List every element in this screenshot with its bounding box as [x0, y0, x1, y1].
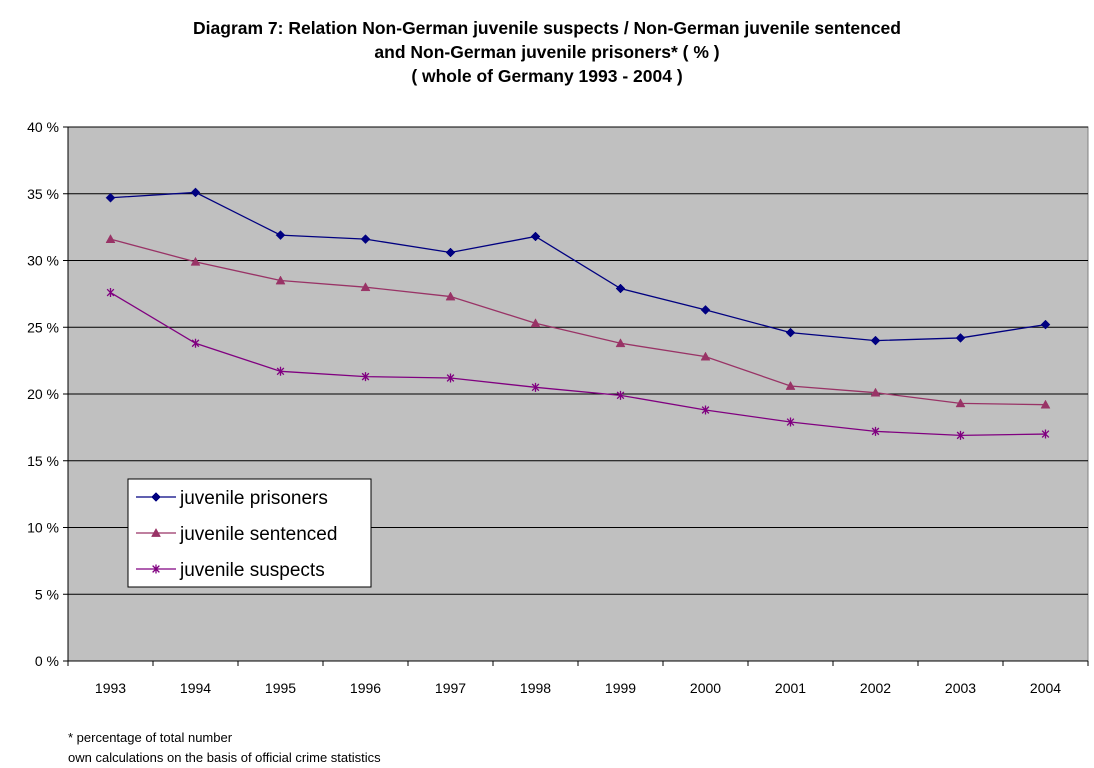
x-tick-label: 1998 [520, 680, 551, 696]
data-point-series-0 [275, 230, 286, 240]
x-tick-label: 1993 [95, 680, 126, 696]
data-point-series-0 [1040, 319, 1051, 330]
data-point-series-2 [106, 288, 115, 298]
chart-title-line-2: and Non-German juvenile prisoners* ( % ) [374, 42, 720, 62]
data-point-series-1 [955, 398, 966, 408]
x-tick-label: 1995 [265, 680, 296, 696]
data-point-series-0 [360, 234, 371, 244]
data-point-series-0 [190, 187, 201, 198]
data-point-series-2 [786, 417, 795, 427]
data-point-series-1 [105, 234, 116, 243]
data-point-series-1 [360, 282, 371, 292]
data-point-series-1 [870, 387, 881, 397]
data-point-series-2 [701, 405, 710, 415]
data-point-series-0 [785, 327, 796, 338]
legend-marker-2 [152, 564, 160, 574]
data-point-series-1 [1040, 399, 1051, 409]
series-line-2 [110, 291, 1046, 437]
data-point-series-0 [105, 192, 116, 203]
data-point-series-2 [616, 390, 625, 400]
x-tick-label: 2002 [860, 680, 891, 696]
y-tick-label: 40 % [27, 119, 59, 135]
y-tick-label: 35 % [27, 186, 59, 202]
y-tick-label: 20 % [27, 386, 59, 402]
x-tick-label: 1997 [435, 680, 466, 696]
chart-title-line-3: ( whole of Germany 1993 - 2004 ) [411, 66, 683, 86]
data-point-series-1 [615, 338, 626, 348]
data-point-series-2 [446, 373, 455, 383]
data-point-series-0 [445, 247, 456, 258]
series-line-1 [110, 238, 1046, 406]
data-point-series-1 [445, 291, 456, 301]
x-tick-label: 1996 [350, 680, 381, 696]
data-point-series-1 [275, 275, 286, 285]
data-point-series-0 [530, 231, 541, 242]
data-point-series-0 [615, 283, 626, 294]
legend-label-0: juvenile prisoners [179, 488, 328, 509]
data-point-series-1 [190, 256, 201, 266]
legend-marker-1 [151, 527, 161, 537]
data-point-series-2 [276, 366, 285, 376]
x-tick-label: 2003 [945, 680, 976, 696]
y-tick-label: 10 % [27, 520, 59, 536]
chart-title: Diagram 7: Relation Non-German juvenile … [0, 16, 1094, 88]
x-tick-label: 2001 [775, 680, 806, 696]
data-point-series-1 [785, 380, 796, 390]
data-point-series-1 [700, 351, 711, 361]
data-point-series-2 [956, 430, 965, 440]
x-tick-label: 2004 [1030, 680, 1061, 696]
y-tick-label: 15 % [27, 453, 59, 469]
x-tick-label: 1999 [605, 680, 636, 696]
x-tick-label: 2000 [690, 680, 721, 696]
data-point-series-2 [1041, 429, 1050, 439]
footnote-percentage: * percentage of total number [68, 730, 233, 745]
chart-title-line-1: Diagram 7: Relation Non-German juvenile … [193, 18, 901, 38]
series-line-0 [110, 191, 1046, 342]
data-point-series-0 [700, 305, 711, 315]
data-point-series-2 [531, 382, 540, 392]
data-point-series-0 [955, 333, 966, 343]
data-point-series-2 [191, 338, 200, 348]
footnote-source: own calculations on the basis of officia… [68, 750, 381, 765]
data-point-series-0 [870, 335, 881, 346]
y-tick-label: 0 % [35, 653, 59, 669]
data-point-series-1 [530, 318, 541, 328]
legend-label-2: juvenile suspects [179, 560, 325, 581]
data-point-series-2 [361, 372, 370, 382]
y-tick-label: 5 % [35, 586, 59, 602]
y-tick-label: 25 % [27, 319, 59, 335]
x-tick-label: 1994 [180, 680, 211, 696]
data-point-series-2 [871, 426, 880, 436]
legend-marker-0 [151, 492, 161, 502]
y-tick-label: 30 % [27, 253, 59, 269]
legend-label-1: juvenile sentenced [179, 524, 337, 545]
